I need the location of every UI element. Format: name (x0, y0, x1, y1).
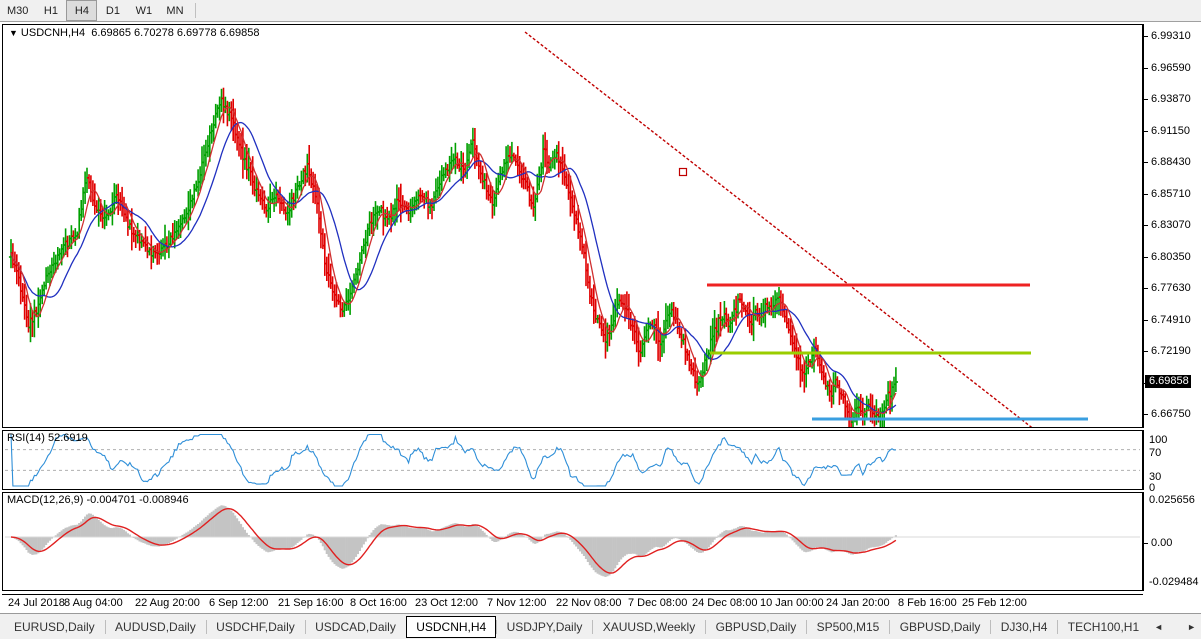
price-tick: 6.83070 (1144, 219, 1191, 231)
timeframe-h4[interactable]: H4 (66, 0, 98, 21)
price-tick: 6.88430 (1144, 156, 1191, 168)
price-scale-column[interactable]: 6.99310 6.96590 6.93870 6.91150 6.88430 6.857… (1143, 24, 1201, 591)
symbol-label: USDCNH,H4 (20, 27, 86, 39)
time-axis-label: 10 Jan 00:00 (760, 597, 824, 609)
time-axis-label: 24 Jan 20:00 (826, 597, 890, 609)
price-tick: 6.74910 (1144, 314, 1191, 326)
macd-indicator-panel[interactable]: MACD(12,26,9) -0.004701 -0.008946 (2, 492, 1143, 591)
macd-panel-label: MACD(12,26,9) -0.004701 -0.008946 (7, 494, 189, 506)
macd-plot (5, 505, 1140, 577)
chart-tab-usdcad-daily[interactable]: USDCAD,Daily (315, 619, 396, 634)
chart-tab-sp500-m15[interactable]: SP500,M15 (816, 619, 880, 634)
price-tick: 6.85710 (1144, 188, 1191, 200)
macd-tick: 0.00 (1144, 537, 1172, 549)
price-scale[interactable]: 6.99310 6.96590 6.93870 6.91150 6.88430 6.857… (1143, 24, 1201, 428)
chart-tab-dj30-h4[interactable]: DJ30,H4 (1000, 619, 1048, 634)
timeframe-toolbar: M30 H1 H4 D1 W1 MN (0, 0, 1201, 22)
price-tick: 6.77630 (1144, 282, 1191, 294)
timeframe-mn[interactable]: MN (166, 4, 184, 17)
rsi-tick: 0 (1149, 482, 1156, 494)
time-axis-label: 8 Oct 16:00 (350, 597, 407, 609)
timeframe-d1[interactable]: D1 (105, 4, 120, 17)
ohlc-values: 6.69865 6.70278 6.69778 6.69858 (91, 27, 260, 39)
rsi-plot (5, 433, 1140, 487)
rsi-scale[interactable]: 100 70 30 0 (1143, 430, 1201, 494)
price-tick: 6.72190 (1144, 345, 1191, 357)
time-axis-label: 6 Sep 12:00 (209, 597, 269, 609)
chart-tab-gbpusd-daily[interactable]: GBPUSD,Daily (715, 619, 797, 634)
macd-tick: -0.029484 (1149, 576, 1199, 588)
current-price-marker: 6.69858 (1145, 374, 1191, 388)
time-axis-label: 22 Aug 20:00 (135, 597, 200, 609)
chart-tab-tech100-h1[interactable]: TECH100,H1 (1067, 619, 1140, 634)
price-tick: 6.91150 (1144, 125, 1190, 137)
timeframe-m30[interactable]: M30 (7, 4, 29, 17)
time-axis[interactable]: 24 Jul 2018 8 Aug 04:00 22 Aug 20:00 6 Sep … (2, 594, 1143, 611)
macd-tick: 0.025656 (1149, 494, 1195, 506)
chart-tab-bar[interactable]: EURUSD,Daily AUDUSD,Daily USDCHF,Daily USDC… (0, 613, 1201, 639)
time-axis-label: 24 Jul 2018 (8, 597, 65, 609)
chart-tab-gbpusd-daily[interactable]: GBPUSD,Daily (899, 619, 981, 634)
chart-tab-xauusd-weekly[interactable]: XAUUSD,Weekly (602, 619, 696, 634)
price-tick: 6.99310 (1144, 30, 1191, 42)
price-tick: 6.96590 (1144, 62, 1191, 74)
tab-scroll-left-icon[interactable]: ◄ (1154, 621, 1164, 632)
price-chart-panel[interactable]: ▼ USDCNH,H4 6.69865 6.70278 6.69778 6.698… (2, 24, 1143, 428)
timeframe-h1[interactable]: H1 (43, 4, 58, 17)
time-axis-label: 21 Sep 16:00 (278, 597, 344, 609)
tab-scroll-right-icon[interactable]: ► (1187, 621, 1196, 632)
price-panel-label: ▼ USDCNH,H4 6.69865 6.70278 6.69778 6.698… (9, 27, 259, 40)
time-axis-label: 8 Aug 04:00 (64, 597, 123, 609)
chart-tab-usdchf-daily[interactable]: USDCHF,Daily (216, 619, 295, 634)
chart-tab-usdjpy-daily[interactable]: USDJPY,Daily (506, 619, 583, 634)
rsi-tick: 30 (1149, 471, 1162, 483)
macd-scale[interactable]: 0.025656 0.00 -0.029484 (1143, 492, 1201, 591)
rsi-indicator-panel[interactable]: RSI(14) 52.6919 (2, 430, 1143, 490)
time-axis-label: 23 Oct 12:00 (415, 597, 478, 609)
rsi-tick: 70 (1149, 447, 1162, 459)
triangle-down-icon[interactable]: ▼ (9, 28, 18, 38)
time-axis-label: 7 Dec 08:00 (628, 597, 688, 609)
price-tick: 6.80350 (1144, 251, 1191, 263)
time-axis-label: 24 Dec 08:00 (692, 597, 758, 609)
chart-area[interactable]: ▼ USDCNH,H4 6.69865 6.70278 6.69778 6.698… (0, 22, 1201, 613)
time-axis-label: 7 Nov 12:00 (487, 597, 547, 609)
chart-tab-usdcnh-h4[interactable]: USDCNH,H4 (406, 615, 497, 638)
price-tick: 6.93870 (1144, 93, 1191, 105)
timeframe-w1[interactable]: W1 (135, 4, 153, 17)
time-axis-label: 25 Feb 12:00 (962, 597, 1027, 609)
rsi-tick: 100 (1149, 434, 1168, 446)
chart-tab-audusd-daily[interactable]: AUDUSD,Daily (115, 619, 196, 634)
toolbar-separator (194, 3, 196, 18)
time-axis-label: 22 Nov 08:00 (556, 597, 622, 609)
rsi-panel-label: RSI(14) 52.6919 (7, 432, 88, 444)
time-axis-label: 8 Feb 16:00 (898, 597, 957, 609)
price-plot (8, 31, 1088, 427)
chart-tab-eurusd-daily[interactable]: EURUSD,Daily (14, 619, 95, 634)
price-tick: 6.66750 (1144, 408, 1191, 420)
